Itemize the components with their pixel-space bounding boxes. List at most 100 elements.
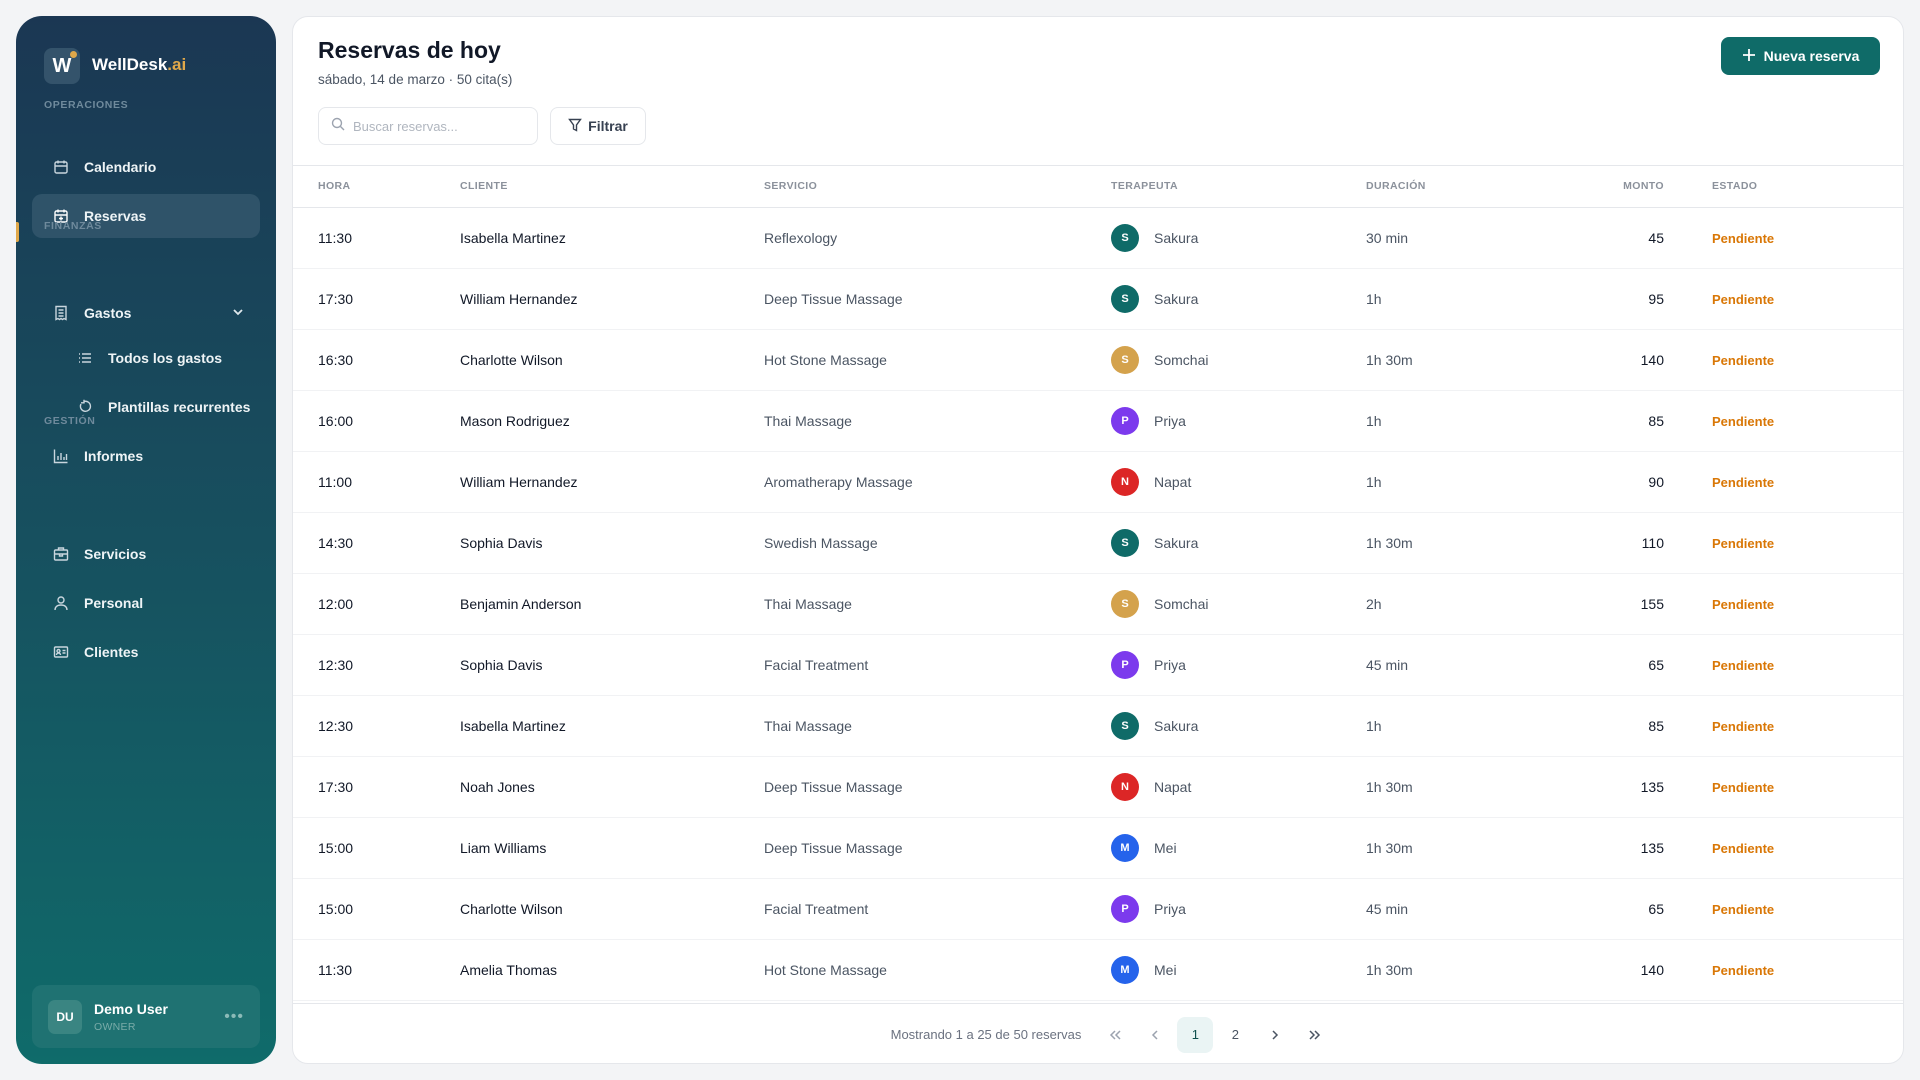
cell-monto: 85 (1648, 718, 1664, 734)
cell-servicio: Deep Tissue Massage (764, 840, 903, 856)
table-row[interactable]: 17:30 Noah Jones Deep Tissue Massage N Napat… (293, 757, 1903, 818)
page-1-button[interactable]: 1 (1177, 1016, 1214, 1053)
cell-servicio: Thai Massage (764, 596, 852, 612)
cell-duracion: 1h 30m (1366, 352, 1413, 368)
cell-monto: 85 (1648, 413, 1664, 429)
plus-icon (1742, 48, 1756, 65)
cell-cliente: Liam Williams (460, 840, 547, 856)
therapist-name: Somchai (1154, 596, 1209, 612)
cell-duracion: 45 min (1366, 901, 1409, 917)
cell-cliente: Mason Rodriguez (460, 413, 570, 429)
therapist-name: Priya (1154, 657, 1186, 673)
cell-terapeuta: M Mei (1111, 818, 1177, 878)
table-row[interactable]: 12:30 Sophia Davis Facial Treatment P Priya 4… (293, 635, 1903, 696)
user-name: Demo User (94, 1000, 168, 1017)
table-body: 11:30 Isabella Martinez Reflexology S Sakura… (293, 208, 1903, 1003)
column-hora[interactable]: HORA (318, 180, 351, 192)
calendar-icon (52, 158, 70, 176)
cell-cliente: Charlotte Wilson (460, 901, 563, 917)
status-badge: Pendiente (1712, 962, 1775, 978)
cell-servicio: Reflexology (764, 230, 838, 246)
table-row[interactable]: 16:30 Charlotte Wilson Hot Stone Massage S S… (293, 330, 1903, 391)
cell-monto: 140 (1640, 962, 1664, 978)
column-monto[interactable]: MONTO (1623, 180, 1664, 192)
therapist-name: Sakura (1154, 535, 1199, 551)
cell-monto: 110 (1641, 535, 1664, 551)
cell-terapeuta: P Priya (1111, 391, 1186, 451)
table-row[interactable]: 17:30 William Hernandez Deep Tissue Massag… (293, 269, 1903, 330)
sidebar-item-gastos[interactable]: Gastos (32, 291, 260, 335)
chevron-down-icon[interactable] (232, 305, 244, 321)
cell-terapeuta: S Sakura (1111, 696, 1198, 756)
sidebar: W WellDesk.ai OPERACIONES Calendario Res… (16, 16, 276, 1064)
user-card[interactable]: DU Demo User OWNER ••• (32, 985, 260, 1048)
first-page-icon[interactable] (1097, 1017, 1133, 1053)
sidebar-item-calendario[interactable]: Calendario (32, 145, 260, 189)
next-page-icon[interactable] (1257, 1017, 1293, 1053)
prev-page-icon[interactable] (1137, 1017, 1173, 1053)
column-duracion[interactable]: DURACIÓN (1366, 180, 1426, 192)
therapist-name: Napat (1154, 779, 1192, 795)
table-row[interactable]: 15:00 Liam Williams Deep Tissue Massage M Me… (293, 818, 1903, 879)
last-page-icon[interactable] (1297, 1017, 1333, 1053)
cell-servicio: Hot Stone Massage (764, 352, 887, 368)
cell-hora: 15:00 (318, 840, 354, 856)
status-badge: Pendiente (1712, 291, 1775, 307)
table-row[interactable]: 12:30 Isabella Martinez Thai Massage S Sakur… (293, 696, 1903, 757)
column-estado[interactable]: ESTADO (1712, 180, 1758, 192)
cell-cliente: Noah Jones (460, 779, 535, 795)
table-row[interactable]: 14:30 Sophia Davis Swedish Massage S Sakura 1… (293, 513, 1903, 574)
sidebar-item-servicios[interactable]: Servicios (32, 532, 260, 576)
column-servicio[interactable]: SERVICIO (764, 180, 818, 192)
therapist-avatar: P (1111, 407, 1139, 435)
new-booking-button[interactable]: Nueva reserva (1721, 37, 1880, 75)
sidebar-item-label: Reservas (84, 208, 147, 224)
sidebar-item-informes[interactable]: Informes (32, 434, 260, 478)
status-badge: Pendiente (1712, 840, 1775, 856)
table-row[interactable]: 11:30 Amelia Thomas Hot Stone Massage M Mei 1… (293, 940, 1903, 1001)
cell-terapeuta: S Somchai (1111, 330, 1208, 390)
section-operaciones: OPERACIONES (44, 99, 129, 111)
therapist-avatar: M (1111, 956, 1139, 984)
page-2-button[interactable]: 2 (1231, 1027, 1239, 1042)
sidebar-item-todos-los-gastos[interactable]: Todos los gastos (32, 336, 260, 380)
therapist-avatar: S (1111, 285, 1139, 313)
cell-terapeuta: S Sakura (1111, 513, 1198, 573)
therapist-name: Priya (1154, 413, 1186, 429)
table-row[interactable]: 11:30 Isabella Martinez Reflexology S Sakura… (293, 208, 1903, 269)
cell-terapeuta: S Somchai (1111, 574, 1208, 634)
cell-duracion: 1h 30m (1366, 779, 1413, 795)
sidebar-item-personal[interactable]: Personal (32, 581, 260, 625)
cell-servicio: Facial Treatment (764, 901, 869, 917)
cell-terapeuta: P Priya (1111, 635, 1186, 695)
calendar-plus-icon (52, 207, 70, 225)
cell-monto: 155 (1640, 596, 1664, 612)
brand-text: WellDesk (92, 55, 168, 74)
filter-button[interactable]: Filtrar (550, 107, 646, 145)
cell-cliente: Sophia Davis (460, 657, 543, 673)
table-row[interactable]: 16:00 Mason Rodriguez Thai Massage P Priya 1h… (293, 391, 1903, 452)
sidebar-item-reservas[interactable]: Reservas (32, 194, 260, 238)
search-input[interactable] (353, 118, 523, 134)
status-badge: Pendiente (1712, 413, 1775, 429)
cell-duracion: 1h 30m (1366, 535, 1413, 551)
more-icon[interactable]: ••• (224, 1007, 244, 1025)
column-cliente[interactable]: CLIENTE (460, 180, 508, 192)
cell-servicio: Thai Massage (764, 718, 852, 734)
cell-cliente: Charlotte Wilson (460, 352, 563, 368)
sidebar-item-label: Informes (84, 448, 144, 464)
cell-servicio: Swedish Massage (764, 535, 878, 551)
table-row[interactable]: 15:00 Charlotte Wilson Facial Treatment P Pr… (293, 879, 1903, 940)
therapist-avatar: S (1111, 529, 1139, 557)
column-terapeuta[interactable]: TERAPEUTA (1111, 180, 1178, 192)
sidebar-item-plantillas-recurrentes[interactable]: Plantillas recurrentes (32, 385, 260, 429)
status-badge: Pendiente (1712, 657, 1775, 673)
table-row[interactable]: 12:00 Benjamin Anderson Thai Massage S Somch… (293, 574, 1903, 635)
table-row[interactable]: 11:00 William Hernandez Aromatherapy Massa… (293, 452, 1903, 513)
brand-suffix: .ai (167, 55, 187, 74)
search-box[interactable] (318, 107, 538, 145)
sidebar-item-clientes[interactable]: Clientes (32, 630, 260, 674)
status-badge: Pendiente (1712, 474, 1775, 490)
cell-duracion: 1h (1366, 718, 1382, 734)
cell-hora: 17:30 (318, 779, 354, 795)
